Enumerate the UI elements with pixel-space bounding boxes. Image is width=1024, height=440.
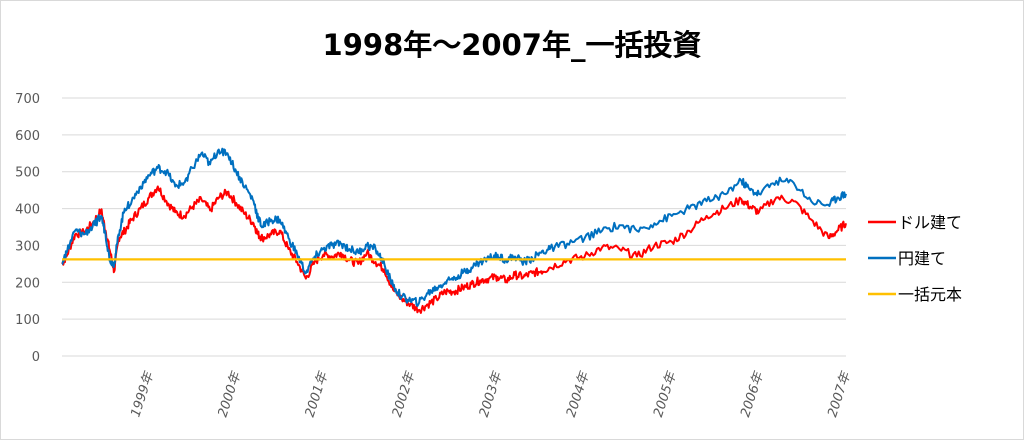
x-axis: 1999年 2000年 2001年 2002年 2003年 2004年 2005年 2006年… — [128, 369, 854, 419]
y-tick-label: 500 — [15, 166, 40, 181]
series-lines — [61, 147, 847, 314]
legend-label-0: ドル建て — [898, 213, 962, 232]
legend-label-1: 円建て — [898, 249, 946, 268]
legend-label-2: 一括元本 — [898, 285, 962, 304]
gridlines — [62, 97, 846, 357]
series-line-0 — [61, 185, 847, 314]
x-tick-label: 2006年 — [738, 369, 767, 419]
y-tick-label: 0 — [32, 350, 40, 365]
y-tick-label: 100 — [15, 313, 40, 328]
x-tick-label: 2003年 — [477, 369, 506, 419]
x-tick-label: 2005年 — [651, 369, 680, 419]
x-tick-label: 1999年 — [128, 369, 157, 419]
x-tick-label: 2007年 — [825, 369, 854, 419]
x-tick-label: 2002年 — [390, 369, 419, 419]
y-tick-label: 300 — [15, 239, 40, 254]
y-tick-label: 700 — [15, 92, 40, 107]
y-tick-label: 400 — [15, 203, 40, 218]
y-axis: 0 100 200 300 400 500 600 700 — [15, 92, 40, 365]
y-tick-label: 200 — [15, 276, 40, 291]
y-tick-label: 600 — [15, 129, 40, 144]
x-tick-label: 2000年 — [216, 369, 245, 419]
x-tick-label: 2001年 — [303, 369, 332, 419]
chart-title: 1998年～2007年_一括投資 — [322, 28, 702, 62]
series-line-1 — [61, 147, 847, 307]
x-tick-label: 2004年 — [564, 369, 593, 419]
